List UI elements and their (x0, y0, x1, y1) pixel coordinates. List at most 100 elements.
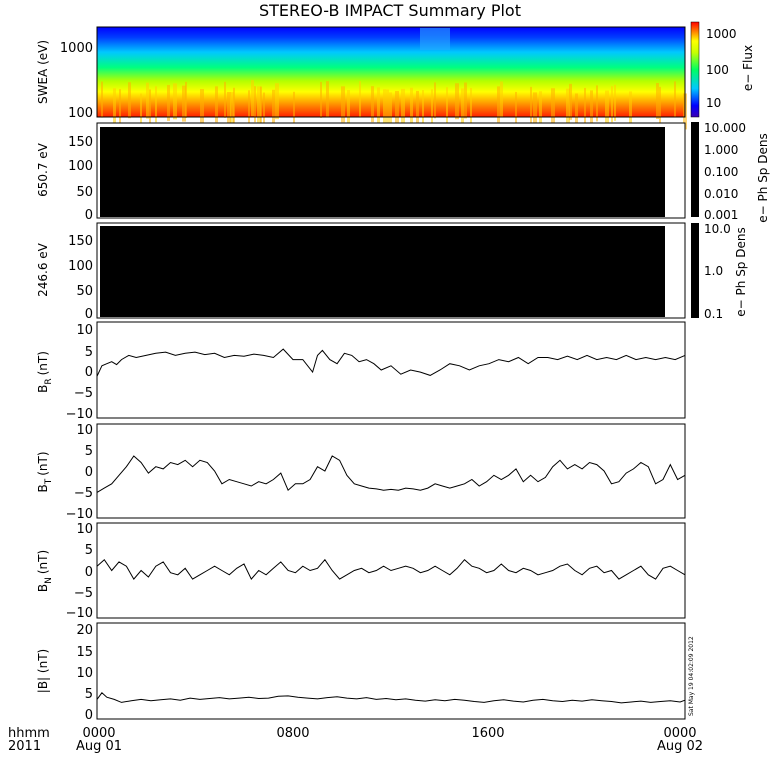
swea-streak (395, 91, 399, 128)
swea-streak (422, 90, 424, 127)
swea-streak (566, 88, 570, 125)
bn-ytick-m5: −5 (74, 586, 93, 601)
swea-streak (251, 80, 254, 117)
swea-streak (347, 90, 350, 127)
pad650-cbar-label: e− Ph Sp Dens (756, 133, 770, 222)
bt-ylabel: BT (nT) (36, 451, 54, 492)
swea-ylabel: SWEA (eV) (36, 40, 50, 104)
x-axis-hhmm-label: hhmm (8, 726, 50, 741)
x-tick-2400-time: 0000 (663, 726, 696, 741)
swea-streak (539, 91, 542, 128)
swea-streak (233, 87, 235, 124)
pad650-ylabel: 650.7 eV (36, 142, 50, 197)
swea-streak (551, 88, 555, 125)
swea-streak (185, 81, 187, 118)
swea-streak (149, 89, 151, 126)
pad246-cbar-tick-01: 0.1 (704, 307, 723, 321)
swea-streak (515, 91, 517, 128)
bn-ylabel: BN (nT) (36, 550, 54, 592)
br-ylabel-sub: R (44, 378, 54, 384)
bmag-ytick-20: 20 (76, 623, 93, 638)
swea-streak (167, 84, 170, 121)
swea-streak (434, 82, 436, 119)
bt-ylabel-main: B (36, 484, 50, 492)
swea-streak (173, 83, 177, 120)
pad650-ytick-100: 100 (68, 159, 93, 174)
bn-ytick-0: 0 (85, 565, 93, 580)
swea-streak (113, 88, 116, 125)
bt-ytick-0: 0 (85, 465, 93, 480)
bn-ylabel-sub: N (44, 577, 54, 584)
swea-streak (533, 92, 537, 129)
swea-streak (260, 86, 262, 123)
swea-streak (461, 88, 464, 125)
bt-ytick-5: 5 (85, 444, 93, 459)
swea-streak (230, 92, 234, 129)
bmag-ytick-10: 10 (76, 666, 93, 681)
swea-streak (389, 92, 392, 129)
bt-ylabel-unit: (nT) (36, 451, 50, 475)
pad650-cbar-tick-10: 10.000 (704, 121, 746, 135)
svg-text:BR(nT): BR (nT) (36, 351, 54, 393)
x-axis-year-label: 2011 (8, 739, 41, 754)
bn-ylabel-main: B (36, 584, 50, 592)
swea-streak (227, 92, 231, 129)
bn-trace (96, 558, 686, 581)
swea-cbar-label: e− Flux (741, 45, 755, 91)
pad650-ytick-0: 0 (85, 208, 93, 223)
swea-streak (410, 87, 413, 124)
swea-cbar-tick-100: 100 (706, 63, 729, 77)
swea-streak (575, 93, 578, 130)
br-ylabel-unit: (nT) (36, 351, 50, 375)
x-tick-0800-time: 0800 (276, 726, 309, 741)
swea-streak (614, 84, 616, 121)
swea-streak (128, 82, 131, 119)
br-frame (96, 321, 686, 419)
x-axis: hhmm 2011 0000 Aug 01 0800 1600 0000 Aug… (8, 726, 703, 754)
swea-streak (584, 87, 586, 124)
swea-streak (272, 89, 275, 126)
swea-streak (497, 86, 500, 123)
pad246-ytick-150: 150 (68, 234, 93, 249)
swea-ytick-100: 100 (68, 106, 93, 121)
bn-panel: BN (nT) 10 5 0 −5 −10 (36, 522, 686, 621)
swea-streak (629, 91, 632, 128)
bmag-frame (96, 622, 686, 720)
swea-streak (377, 87, 380, 124)
swea-streak (611, 86, 613, 123)
bn-ytick-10: 10 (76, 522, 93, 537)
pad650-cbar-tick-0001: 0.001 (704, 208, 738, 222)
timestamp: Sat May 19 04:02:09 2012 (688, 636, 695, 716)
swea-streak (596, 85, 598, 122)
x-tick-0000-time: 0000 (82, 726, 115, 741)
br-ytick-5: 5 (85, 345, 93, 360)
pad650-image (100, 127, 665, 217)
swea-streak (326, 81, 329, 118)
swea-streak (371, 86, 374, 123)
swea-panel: SWEA (eV) 1000 100 1000 100 10 e− Flux (36, 21, 755, 130)
plot-title: STEREO-B IMPACT Summary Plot (259, 1, 521, 20)
pad246-ytick-50: 50 (76, 284, 93, 299)
pad246-cbar-tick-1: 1.0 (704, 264, 723, 278)
bmag-ylabel: |B| (nT) (36, 649, 50, 693)
swea-streak (590, 90, 593, 127)
swea-streak (320, 81, 322, 118)
bt-trace (96, 455, 686, 493)
br-panel: BR (nT) 10 5 0 −5 −10 (36, 321, 686, 422)
swea-streak (659, 86, 661, 123)
swea-streak (257, 86, 261, 123)
bt-frame (96, 423, 686, 519)
br-ylabel-main: B (36, 385, 50, 393)
bmag-panel: |B| (nT) 20 15 10 5 0 Sat May 19 04:02:0… (36, 622, 695, 723)
swea-streak (275, 83, 279, 120)
swea-feature (420, 28, 450, 50)
bt-ylabel-sub: T (44, 478, 54, 485)
x-tick-1600-time: 1600 (471, 726, 504, 741)
pad650-panel: 650.7 eV 150 100 50 0 10.000 1.000 0.100… (36, 121, 770, 223)
swea-streak (200, 89, 204, 126)
swea-streak (155, 86, 157, 123)
pad246-image (100, 226, 665, 317)
bt-ytick-m5: −5 (74, 486, 93, 501)
bmag-ytick-5: 5 (85, 687, 93, 702)
